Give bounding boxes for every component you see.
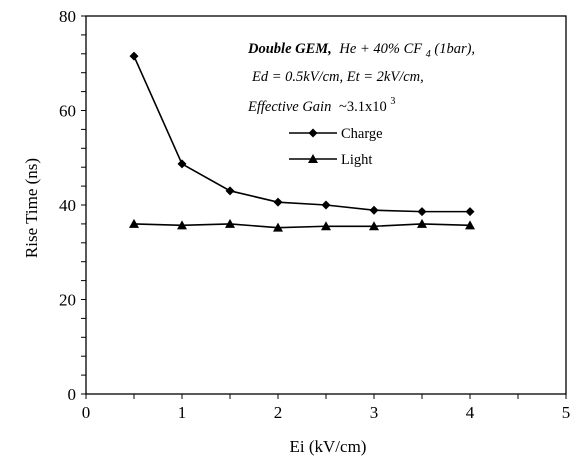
data-point-charge [465,207,475,217]
series-layer [129,51,475,232]
y-tick-label: 0 [68,385,77,404]
y-tick-labels: 0 20 40 60 80 [59,7,76,404]
legend-marker-light [308,154,318,163]
y-tick-label: 60 [59,102,76,121]
legend-marker-charge [308,128,318,138]
data-point-charge [225,186,235,196]
x-tick-label: 0 [82,403,91,422]
data-point-light [321,221,331,231]
data-point-light [465,220,475,230]
series-line-light [133,223,471,229]
legend-label-charge: Charge [341,126,383,142]
annotation-line-2: Ed = 0.5kV/cm, Et = 2kV/cm, [251,69,424,85]
data-point-charge [129,51,139,61]
y-tick-label: 20 [59,291,76,310]
data-point-light [177,220,187,230]
data-point-light [225,218,235,228]
x-tick-label: 1 [178,403,187,422]
x-tick-label: 5 [562,403,571,422]
data-point-charge [273,197,283,207]
x-tick-labels: 0 1 2 3 4 5 [82,403,571,422]
x-tick-label: 2 [274,403,283,422]
x-axis-label: Ei (kV/cm) [290,437,367,456]
data-point-charge [417,207,427,217]
data-point-light [129,218,139,228]
series-light [129,218,475,232]
legend-item-charge: Charge [289,126,383,142]
series-line-charge [133,55,470,213]
y-tick-label: 40 [59,196,76,215]
annotation-line-1: Double GEM, He + 40% CF 4 (1bar), [247,41,475,61]
legend: Charge Light [289,126,383,168]
data-point-light [273,222,283,232]
data-point-light [417,218,427,228]
data-point-charge [321,200,331,210]
data-point-light [369,221,379,231]
series-charge [129,51,475,217]
annotation-line-3: Effective Gain ~3.1x10 3 [247,96,395,115]
x-tick-label: 3 [370,403,379,422]
legend-item-light: Light [289,152,372,168]
data-point-charge [369,205,379,215]
y-axis-label: Rise Time (ns) [22,158,41,258]
minor-ticks [81,15,567,399]
data-point-charge [177,159,187,169]
y-tick-label: 80 [59,7,76,26]
annotation-block: Double GEM, He + 40% CF 4 (1bar), Ed = 0… [247,41,475,115]
legend-label-light: Light [341,152,372,168]
x-tick-label: 4 [466,403,475,422]
